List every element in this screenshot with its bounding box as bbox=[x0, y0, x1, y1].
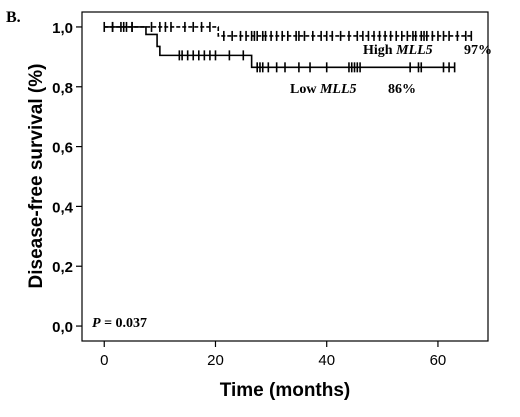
y-axis: 0,0 0,2 0,4 0,6 0,8 1,0 bbox=[52, 20, 82, 336]
x-axis-label: Time (months) bbox=[220, 380, 351, 401]
legend-low-prefix: Low bbox=[290, 82, 320, 97]
x-tick-label: 60 bbox=[430, 352, 447, 369]
y-tick-label: 0,0 bbox=[52, 319, 73, 336]
legend-high-percent: 97% bbox=[464, 43, 492, 58]
x-axis: 0 20 40 60 bbox=[100, 341, 446, 369]
legend-high: High MLL5 bbox=[363, 43, 433, 58]
p-value: P = 0.037 bbox=[92, 316, 147, 331]
series-layer bbox=[103, 21, 473, 73]
series-low bbox=[104, 21, 456, 73]
p-value-symbol: P bbox=[92, 316, 101, 331]
legend-low: Low MLL5 bbox=[290, 82, 357, 97]
x-tick-label: 40 bbox=[318, 352, 335, 369]
legend-high-gene: MLL5 bbox=[395, 43, 433, 58]
survival-curve-high bbox=[104, 26, 472, 37]
y-tick-label: 1,0 bbox=[52, 20, 73, 37]
series-high bbox=[103, 21, 473, 41]
y-tick-label: 0,2 bbox=[52, 259, 73, 276]
y-tick-label: 0,6 bbox=[52, 140, 73, 157]
plot-frame bbox=[81, 11, 489, 342]
y-tick-label: 0,8 bbox=[52, 80, 73, 97]
legend-low-gene: MLL5 bbox=[319, 82, 357, 97]
survival-curve-low bbox=[104, 26, 455, 69]
y-tick-label: 0,4 bbox=[52, 199, 74, 216]
panel-label: B. bbox=[6, 9, 21, 26]
legend-high-prefix: High bbox=[363, 43, 396, 58]
x-tick-label: 20 bbox=[207, 352, 224, 369]
x-tick-label: 0 bbox=[100, 352, 108, 369]
legend-low-percent: 86% bbox=[388, 82, 416, 97]
p-value-text: = 0.037 bbox=[101, 316, 147, 331]
y-axis-label: Disease-free survival (%) bbox=[26, 64, 47, 289]
